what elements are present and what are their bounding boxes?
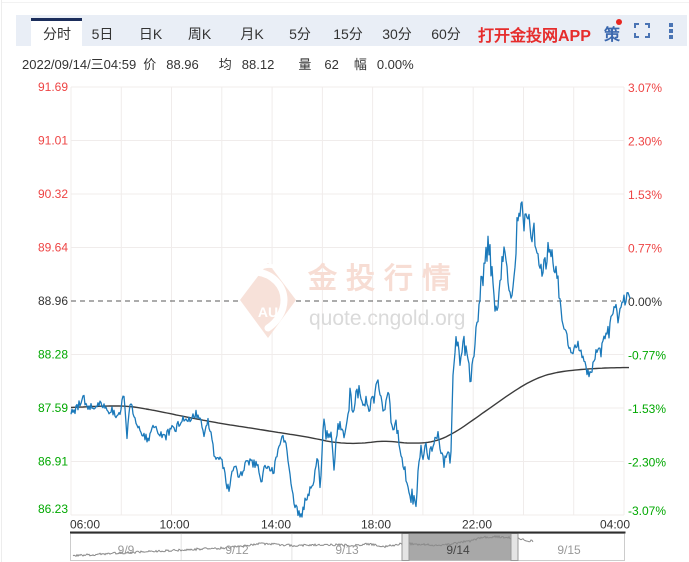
svg-text:86.91: 86.91 [38,455,68,469]
svg-text:18:00: 18:00 [361,518,391,532]
svg-text:86.23: 86.23 [38,502,68,516]
svg-text:22:00: 22:00 [462,518,492,532]
svg-text:91.69: 91.69 [38,80,68,94]
svg-text:10:00: 10:00 [159,518,189,532]
svg-text:06:00: 06:00 [70,518,100,532]
svg-text:91.01: 91.01 [38,134,68,148]
svg-text:-3.07%: -3.07% [628,504,666,518]
svg-text:2.30%: 2.30% [628,135,662,149]
svg-text:89.64: 89.64 [38,241,68,255]
svg-text:88.96: 88.96 [38,294,68,308]
svg-text:1.53%: 1.53% [628,188,662,202]
svg-text:87.59: 87.59 [38,401,68,415]
svg-text:9/12: 9/12 [225,543,249,557]
svg-text:14:00: 14:00 [261,518,291,532]
svg-text:金投行情: 金投行情 [307,261,460,295]
svg-text:9/13: 9/13 [335,543,359,557]
svg-text:0.77%: 0.77% [628,242,662,256]
svg-text:90.32: 90.32 [38,187,68,201]
svg-text:88.28: 88.28 [38,348,68,362]
svg-text:9/14: 9/14 [446,543,470,557]
svg-text:9/15: 9/15 [557,543,581,557]
svg-text:-1.53%: -1.53% [628,402,666,416]
svg-text:AU: AU [258,304,278,320]
svg-text:04:00: 04:00 [600,518,630,532]
svg-text:9/9: 9/9 [118,543,135,557]
svg-text:0.00%: 0.00% [628,295,662,309]
svg-text:-2.30%: -2.30% [628,456,666,470]
svg-text:-0.77%: -0.77% [628,349,666,363]
svg-text:3.07%: 3.07% [628,81,662,95]
svg-text:quote.cngold.org: quote.cngold.org [309,307,465,330]
